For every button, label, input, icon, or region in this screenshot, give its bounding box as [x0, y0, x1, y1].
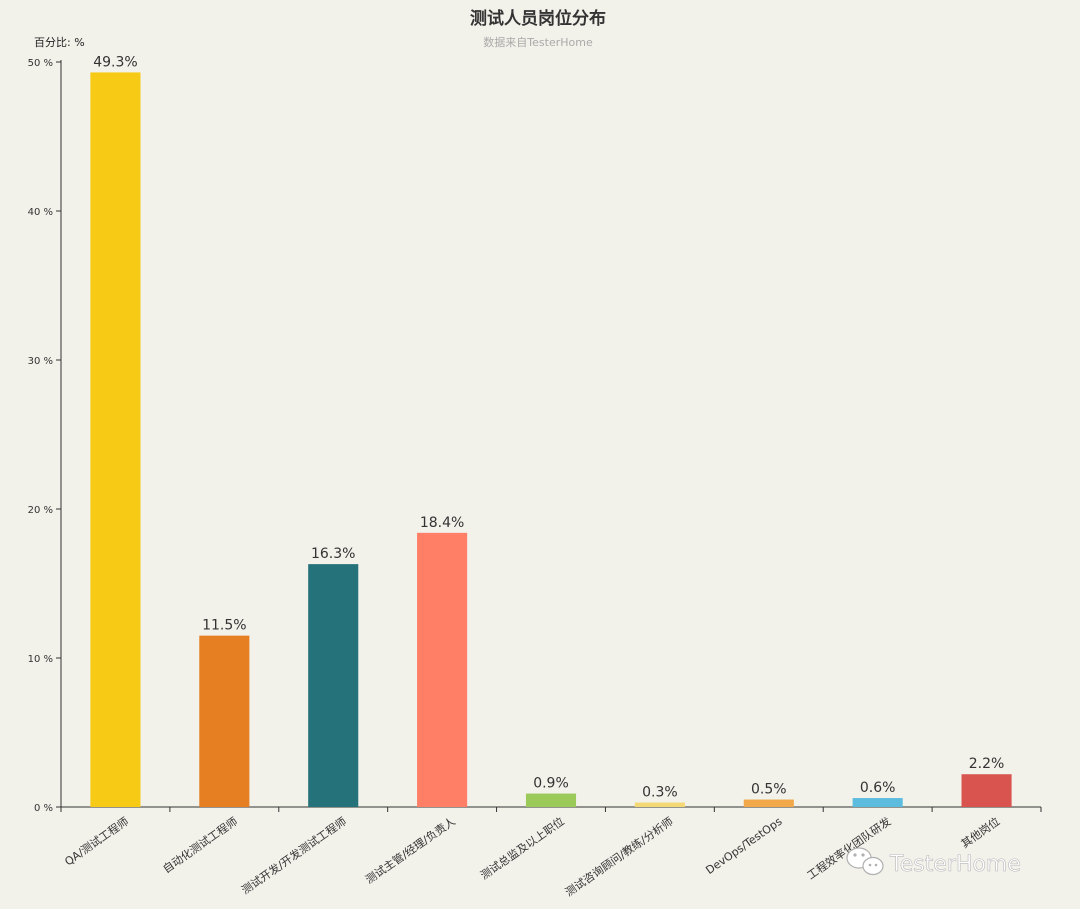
y-axis-ticks: 0 % 10 % 20 % 30 % 40 % 50 %: [28, 58, 61, 814]
bar: [852, 798, 903, 807]
bar: [961, 774, 1012, 807]
y-tick-label: 20 %: [28, 505, 53, 516]
category-label: QA/测试工程师: [62, 815, 131, 869]
bar: [417, 532, 468, 807]
bar-series: [90, 72, 1012, 808]
data-label: 11.5%: [202, 618, 246, 634]
bar: [308, 564, 359, 807]
y-tick-label: 40 %: [28, 207, 53, 218]
category-label: 测试主管/经理/负责人: [363, 814, 458, 887]
bar: [90, 72, 141, 808]
data-label: 0.9%: [533, 776, 569, 792]
watermark-text: TesterHome: [889, 852, 1021, 877]
y-tick-label: 10 %: [28, 654, 53, 665]
data-label: 18.4%: [420, 515, 464, 531]
y-axis-label: 百分比: %: [34, 36, 85, 49]
category-label: 测试总监及以上职位: [478, 814, 567, 882]
chart-title: 测试人员岗位分布: [470, 8, 606, 29]
wechat-icon: [846, 847, 884, 876]
data-label: 0.5%: [751, 782, 787, 798]
data-label: 49.3%: [93, 54, 137, 70]
bar: [525, 793, 577, 807]
category-label: 其他岗位: [958, 814, 1002, 851]
data-label: 0.6%: [860, 780, 896, 796]
data-labels: 49.3% 11.5% 16.3% 18.4% 0.9% 0.3% 0.5% 0.6% 2.2%: [93, 54, 1004, 800]
bar: [743, 799, 794, 807]
category-label: 自动化测试工程师: [160, 814, 240, 876]
category-label: 测试咨询顾问/教练/分析师: [562, 814, 675, 899]
data-label: 2.2%: [969, 756, 1005, 772]
y-tick-label: 30 %: [28, 356, 53, 367]
category-label: 测试开发/开发测试工程师: [239, 814, 349, 897]
data-label: 0.3%: [642, 785, 678, 801]
y-tick-label: 50 %: [28, 58, 53, 69]
category-label: DevOps/TestOps: [703, 815, 784, 877]
bar: [634, 802, 685, 807]
bar: [199, 635, 250, 807]
x-axis-ticks: [60, 807, 1042, 812]
chart-subtitle: 数据来自TesterHome: [483, 35, 593, 49]
data-label: 16.3%: [311, 546, 355, 562]
y-tick-label: 0 %: [34, 803, 53, 814]
watermark: TesterHome: [846, 847, 1021, 877]
